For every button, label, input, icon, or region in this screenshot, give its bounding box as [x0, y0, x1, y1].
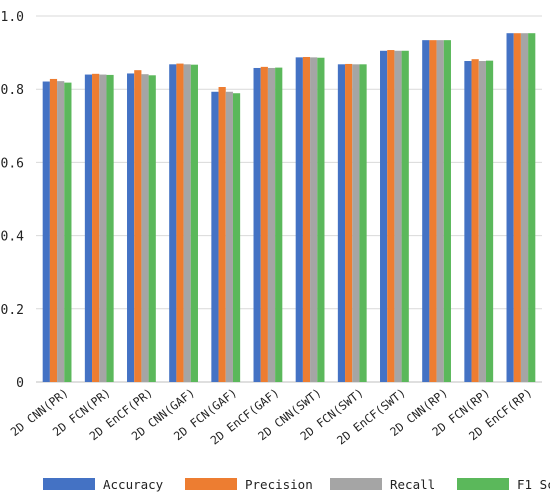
y-tick-label: 0.6 [1, 156, 24, 171]
bar-accuracy [337, 64, 346, 382]
bar-precision [471, 59, 479, 383]
bar-accuracy [169, 64, 177, 382]
bar-precision [429, 40, 437, 382]
bar-f1-score [485, 60, 494, 382]
bar-accuracy [84, 74, 93, 382]
bar-accuracy [422, 40, 430, 382]
bar-precision [176, 63, 184, 383]
bar-precision [260, 66, 268, 383]
bar-f1-score [190, 64, 198, 382]
legend: Accuracy Precision Recall F1 Score [43, 477, 550, 492]
bar-f1-score [401, 50, 409, 383]
y-tick-label: 0.4 [1, 230, 25, 245]
legend-label: Precision [245, 477, 313, 492]
y-tick-label: 1.0 [1, 10, 24, 25]
x-axis-ticks: 2D CNN(PR)2D FCN(PR)2D EnCF(PR)2D CNN(GA… [8, 385, 535, 447]
legend-label: Accuracy [103, 477, 164, 492]
bar-recall [183, 64, 191, 382]
bar-accuracy [295, 57, 303, 382]
bar-f1-score [232, 93, 241, 382]
bar-recall [478, 61, 486, 382]
bars [42, 33, 536, 383]
bar-precision [302, 56, 311, 382]
legend-swatch [185, 478, 237, 490]
bar-recall [225, 91, 233, 383]
bar-recall [352, 64, 360, 382]
bar-f1-score [317, 57, 325, 382]
bar-recall [57, 81, 65, 382]
bar-f1-score [64, 82, 72, 382]
bar-accuracy [253, 67, 261, 383]
bar-f1-score [443, 40, 451, 382]
bar-accuracy [127, 73, 135, 382]
bar-f1-score [106, 74, 114, 383]
bar-precision [92, 73, 100, 382]
bar-precision [345, 63, 353, 383]
bar-recall [520, 33, 529, 383]
bar-f1-score [148, 75, 156, 383]
y-axis-ticks: 0 0.2 0.4 0.6 0.8 1.0 [1, 10, 25, 391]
bar-recall [141, 74, 149, 382]
bar-recall [310, 57, 318, 382]
bar-accuracy [42, 81, 50, 382]
bar-f1-score [528, 33, 536, 383]
legend-label: F1 Score [517, 477, 550, 492]
gridlines [36, 15, 542, 383]
bar-f1-score [359, 64, 367, 382]
bar-precision [513, 33, 521, 383]
legend-swatch [330, 478, 382, 490]
bar-precision [49, 78, 58, 383]
y-tick-label: 0.2 [1, 303, 24, 318]
bar-precision [134, 70, 142, 382]
legend-swatch [457, 478, 509, 490]
y-tick-label: 0 [16, 376, 24, 391]
y-tick-label: 0.8 [1, 83, 24, 98]
bar-recall [99, 74, 107, 382]
bar-f1-score [275, 67, 283, 382]
bar-accuracy [211, 91, 219, 383]
bar-precision [387, 50, 395, 383]
bar-recall [436, 40, 444, 382]
bar-accuracy [506, 33, 514, 383]
legend-label: Recall [390, 477, 435, 492]
bar-precision [218, 87, 226, 382]
bar-accuracy [380, 50, 388, 383]
bar-accuracy [464, 61, 472, 382]
bar-recall [267, 67, 276, 383]
legend-swatch [43, 478, 95, 490]
bar-recall [394, 50, 402, 383]
